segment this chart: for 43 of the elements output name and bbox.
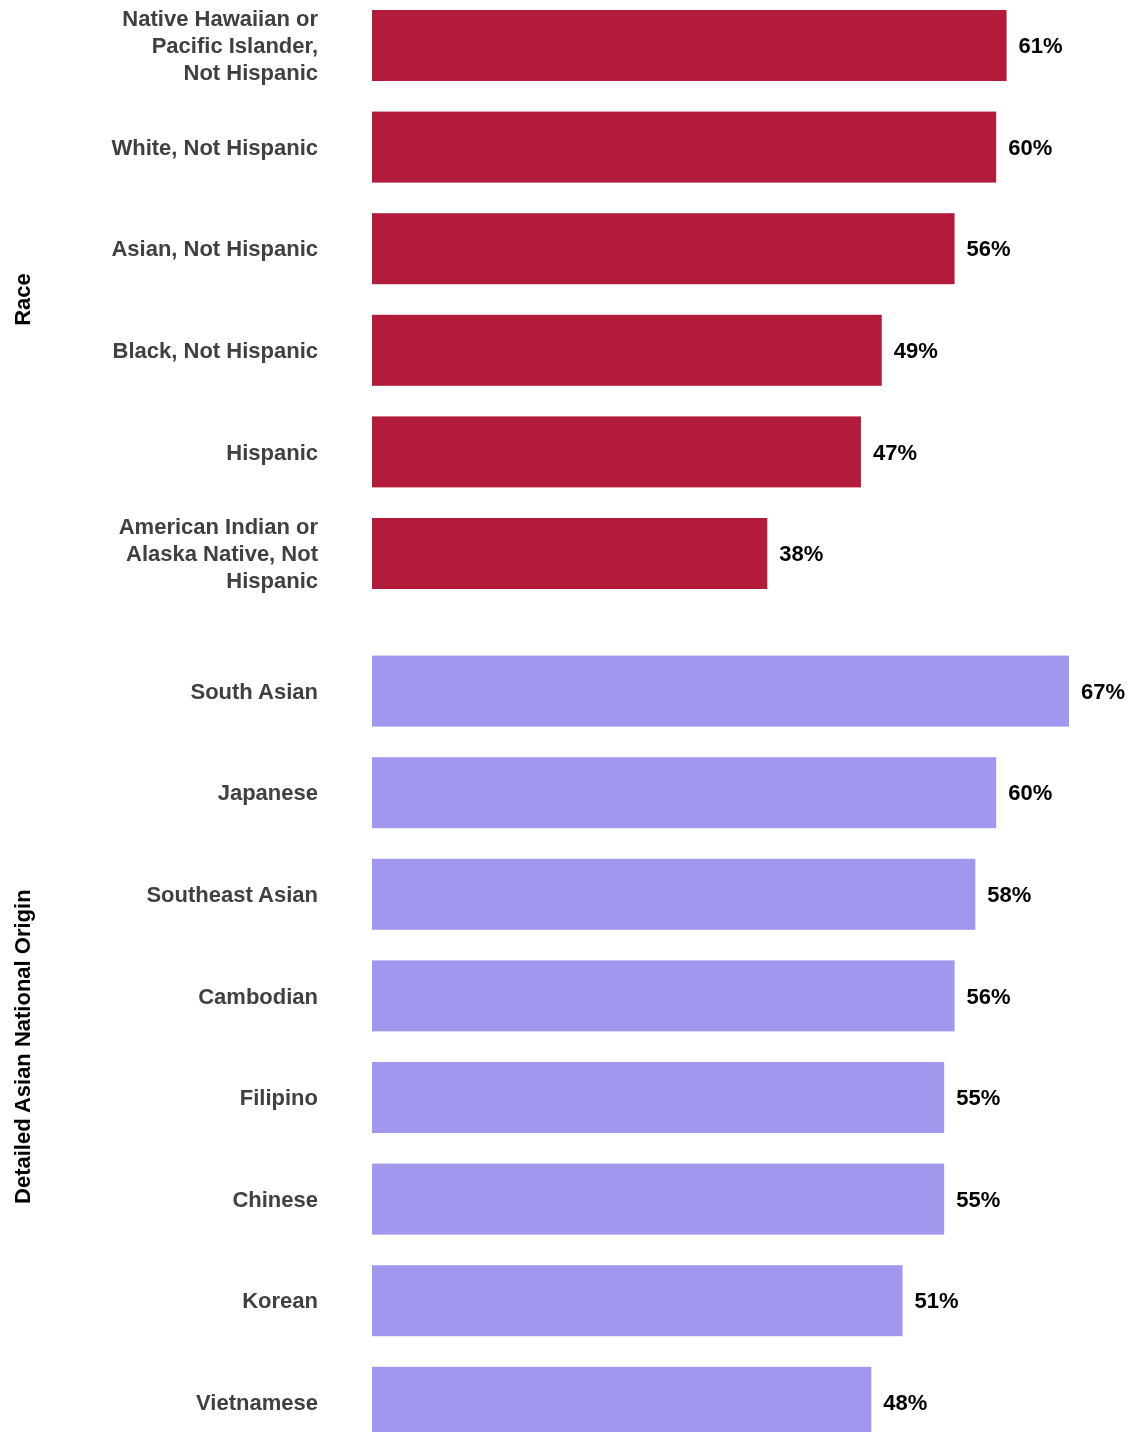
bar xyxy=(372,1163,945,1235)
data-label: 67% xyxy=(1081,678,1126,704)
bar xyxy=(372,518,768,589)
y-tick-label: White, Not Hispanic xyxy=(111,134,318,160)
data-label: 56% xyxy=(966,236,1011,262)
y-tick-label: Asian, Not Hispanic xyxy=(111,236,318,262)
y-axis-title: Race xyxy=(10,273,35,326)
bar xyxy=(372,10,1007,81)
data-label: 38% xyxy=(779,541,824,567)
bar xyxy=(372,757,997,829)
y-tick-label: Hispanic xyxy=(226,439,318,465)
bar xyxy=(372,960,955,1032)
bar xyxy=(372,416,861,488)
y-tick-label: Native Hawaiian or Pacific Islander, Not Hispanic xyxy=(122,6,319,86)
data-label: 55% xyxy=(956,1085,1001,1111)
y-tick-label: Black, Not Hispanic xyxy=(112,338,318,363)
bar xyxy=(372,655,1069,727)
bar xyxy=(372,858,976,930)
data-label: 61% xyxy=(1018,33,1063,59)
y-tick-label: Vietnamese xyxy=(196,1390,318,1415)
bar xyxy=(372,111,997,183)
data-label: 60% xyxy=(1008,134,1053,160)
data-label: 60% xyxy=(1008,780,1053,806)
y-tick-label: Filipino xyxy=(239,1085,318,1111)
data-label: 56% xyxy=(966,983,1011,1009)
y-tick-label: Southeast Asian xyxy=(146,882,318,907)
bar xyxy=(372,1062,945,1133)
data-label: 48% xyxy=(883,1390,928,1415)
y-tick-label: Japanese xyxy=(217,780,318,806)
y-tick-label: Korean xyxy=(242,1288,318,1314)
data-label: 47% xyxy=(872,439,917,465)
data-label: 58% xyxy=(987,882,1032,907)
data-label: 49% xyxy=(893,338,938,363)
data-label: 55% xyxy=(956,1186,1001,1212)
y-tick-label: South Asian xyxy=(190,678,318,704)
y-tick-label: Cambodian xyxy=(198,983,318,1009)
data-label: 51% xyxy=(914,1288,959,1314)
bar xyxy=(372,213,955,285)
y-axis-title: Detailed Asian National Origin xyxy=(10,889,35,1204)
bar xyxy=(372,1265,903,1337)
y-tick-label: Chinese xyxy=(232,1186,318,1212)
bar xyxy=(372,314,882,386)
y-tick-label: American Indian or Alaska Native, Not Hispanic xyxy=(118,514,319,594)
